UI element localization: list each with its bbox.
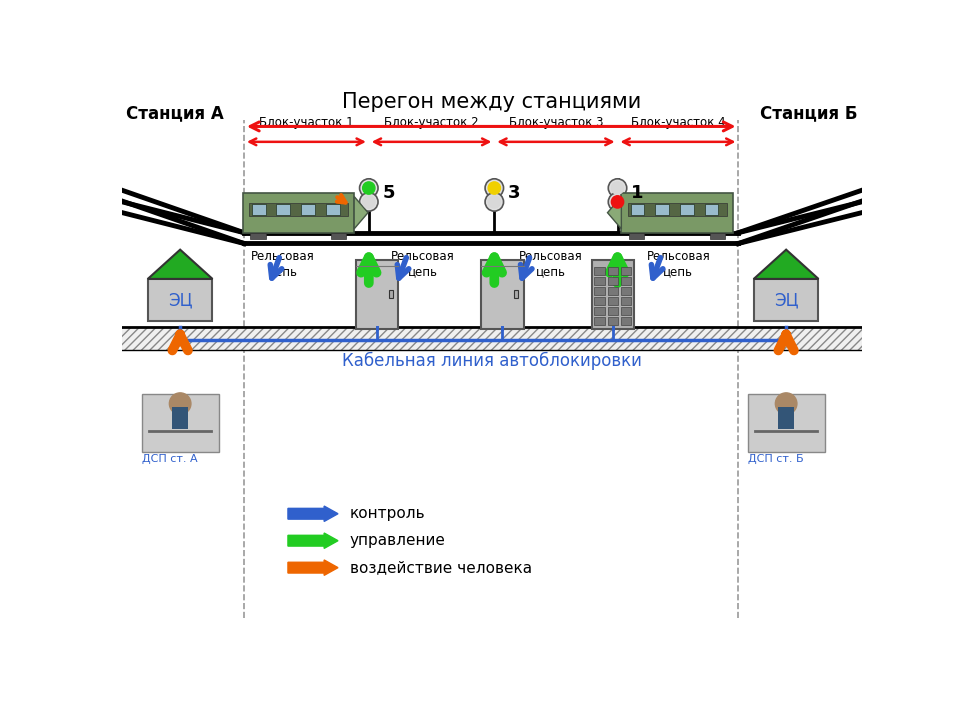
Circle shape	[360, 179, 378, 197]
Text: Блок-участок 1: Блок-участок 1	[259, 116, 353, 129]
Bar	[608, 287, 618, 295]
Bar	[173, 408, 188, 429]
Bar	[680, 204, 694, 215]
Bar	[592, 260, 635, 329]
Polygon shape	[354, 197, 368, 229]
Circle shape	[612, 182, 624, 194]
Text: контроль: контроль	[349, 506, 425, 521]
Bar	[709, 233, 726, 239]
Circle shape	[169, 393, 191, 415]
Bar	[594, 287, 605, 295]
Bar	[608, 318, 618, 325]
Bar	[608, 297, 618, 305]
Bar	[754, 279, 819, 321]
Text: 3: 3	[508, 184, 520, 202]
Text: Блок-участок 4: Блок-участок 4	[631, 116, 725, 129]
Bar	[594, 297, 605, 305]
Circle shape	[488, 182, 500, 194]
Bar	[148, 279, 212, 321]
Text: ЭЦ: ЭЦ	[774, 292, 799, 310]
Bar	[123, 327, 861, 350]
Bar	[620, 318, 632, 325]
Bar	[608, 267, 618, 275]
Text: Рельсовая
цепь: Рельсовая цепь	[518, 250, 583, 279]
Bar	[608, 307, 618, 315]
Circle shape	[776, 393, 797, 415]
Text: управление: управление	[349, 534, 445, 548]
Text: воздействие человека: воздействие человека	[349, 560, 532, 575]
Bar	[631, 204, 644, 215]
Bar	[608, 277, 618, 285]
Bar	[628, 204, 727, 216]
Bar	[594, 318, 605, 325]
Bar	[301, 204, 315, 215]
Bar	[629, 233, 644, 239]
Bar	[276, 204, 290, 215]
Text: РШ АБ: РШ АБ	[483, 281, 520, 290]
Circle shape	[360, 193, 378, 211]
Bar	[705, 204, 718, 215]
Bar	[252, 204, 266, 215]
Bar	[251, 233, 266, 239]
FancyArrow shape	[288, 506, 338, 521]
Circle shape	[363, 182, 375, 194]
Text: Станция Б: Станция Б	[760, 104, 857, 122]
Circle shape	[363, 196, 375, 208]
Bar	[594, 267, 605, 275]
Text: 5: 5	[383, 184, 396, 202]
Circle shape	[609, 179, 627, 197]
Text: Станция А: Станция А	[127, 104, 224, 122]
Bar	[620, 277, 632, 285]
Text: Рельсовая
цепь: Рельсовая цепь	[646, 250, 710, 279]
Bar	[748, 395, 825, 452]
Text: РШ АБ: РШ АБ	[594, 281, 632, 290]
Bar	[620, 287, 632, 295]
Bar	[656, 204, 669, 215]
Circle shape	[609, 193, 627, 211]
FancyArrow shape	[288, 560, 338, 575]
Bar	[481, 260, 523, 329]
Bar	[142, 395, 219, 452]
Text: ДСП ст. А: ДСП ст. А	[142, 454, 197, 464]
Bar	[331, 233, 347, 239]
Circle shape	[488, 196, 500, 208]
Circle shape	[612, 196, 624, 208]
Bar	[594, 277, 605, 285]
Text: Кабельная линия автоблокировки: Кабельная линия автоблокировки	[342, 352, 642, 370]
Polygon shape	[148, 250, 212, 279]
Bar	[325, 204, 340, 215]
Text: ЭЦ: ЭЦ	[168, 292, 192, 310]
Bar	[356, 260, 398, 329]
Text: Блок-участок 3: Блок-участок 3	[509, 116, 603, 129]
Polygon shape	[608, 197, 621, 229]
Bar	[249, 204, 348, 216]
Circle shape	[485, 193, 504, 211]
Text: Перегон между станциями: Перегон между станциями	[343, 91, 641, 112]
Bar	[621, 193, 733, 233]
Bar	[779, 408, 794, 429]
Text: РШ АБ: РШ АБ	[358, 281, 396, 290]
Bar	[594, 307, 605, 315]
Bar	[243, 193, 354, 233]
Polygon shape	[754, 250, 819, 279]
Text: Рельсовая
цепь: Рельсовая цепь	[391, 250, 455, 279]
Bar	[620, 307, 632, 315]
FancyArrow shape	[288, 533, 338, 549]
Bar	[515, 290, 518, 298]
Bar	[389, 290, 393, 298]
Text: 1: 1	[632, 184, 644, 202]
Bar	[620, 297, 632, 305]
Bar	[620, 267, 632, 275]
Circle shape	[485, 179, 504, 197]
Text: Блок-участок 2: Блок-участок 2	[384, 116, 479, 129]
Text: Рельсовая
цепь: Рельсовая цепь	[251, 250, 315, 279]
Text: ДСП ст. Б: ДСП ст. Б	[748, 454, 804, 464]
